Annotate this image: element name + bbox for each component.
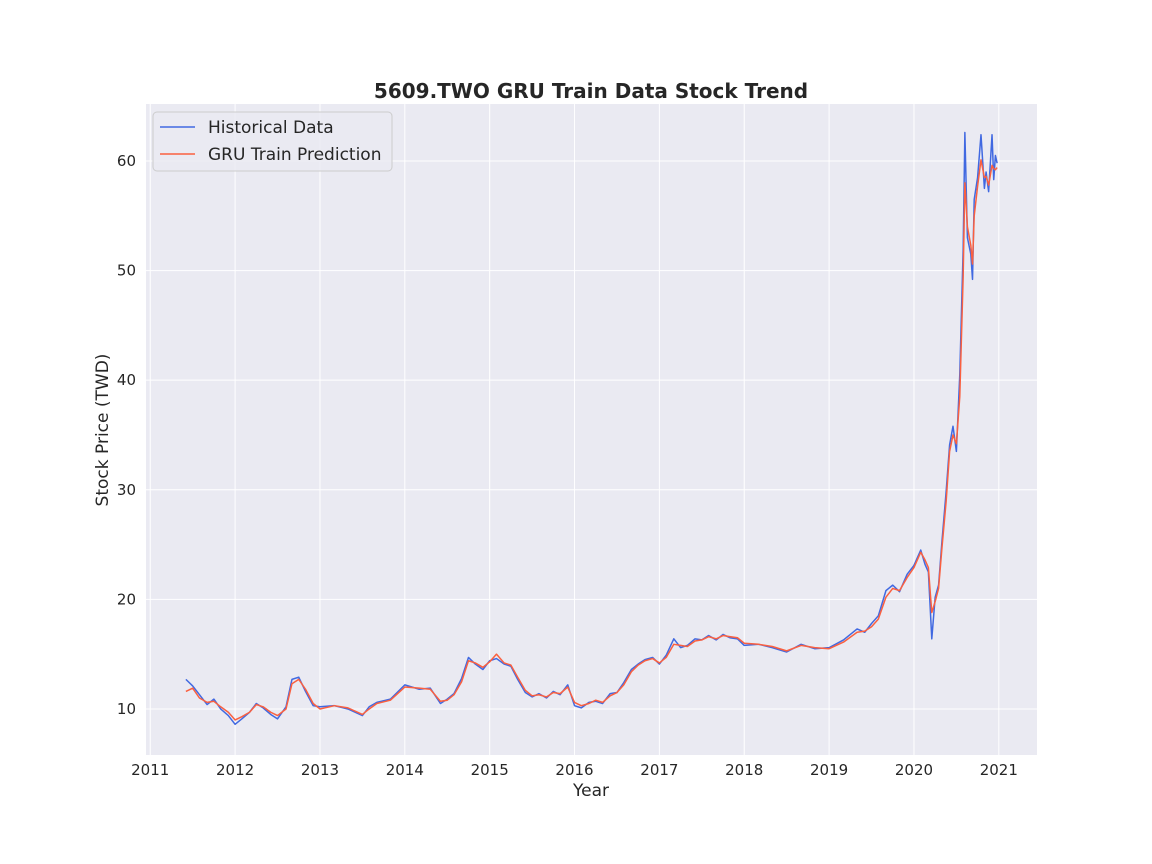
y-tick-label: 40: [117, 371, 136, 389]
tick-labels: 2011 2012 2013 2014 2015 2016 2017 2018 2019 2020…: [117, 152, 1018, 779]
legend-label-prediction: GRU Train Prediction: [208, 145, 381, 165]
plot-background: [146, 104, 1037, 755]
x-tick-label: 2013: [301, 761, 339, 779]
x-tick-label: 2011: [131, 761, 169, 779]
x-axis-label: Year: [572, 781, 609, 801]
x-tick-label: 2015: [471, 761, 509, 779]
x-tick-label: 2018: [725, 761, 763, 779]
series-line-prediction: [185, 159, 998, 721]
series-line-historical: [185, 131, 998, 726]
x-tick-label: 2021: [980, 761, 1018, 779]
y-axis-label: Stock Price (TWD): [93, 354, 113, 507]
x-tick-label: 2012: [216, 761, 254, 779]
x-tick-label: 2014: [386, 761, 424, 779]
legend-label-historical: Historical Data: [208, 118, 334, 138]
series-layer: [185, 131, 998, 726]
legend-box: [152, 111, 393, 172]
y-tick-label: 60: [117, 152, 136, 170]
x-tick-label: 2016: [555, 761, 593, 779]
y-tick-label: 20: [117, 590, 136, 608]
y-tick-label: 50: [117, 262, 136, 280]
x-tick-label: 2017: [640, 761, 678, 779]
y-tick-label: 30: [117, 481, 136, 499]
x-tick-label: 2020: [895, 761, 933, 779]
chart-title: 5609.TWO GRU Train Data Stock Trend: [374, 79, 808, 103]
y-tick-label: 10: [117, 700, 136, 718]
grid: [146, 104, 1037, 755]
x-tick-label: 2019: [810, 761, 848, 779]
legend: Historical Data GRU Train Prediction: [152, 111, 393, 172]
